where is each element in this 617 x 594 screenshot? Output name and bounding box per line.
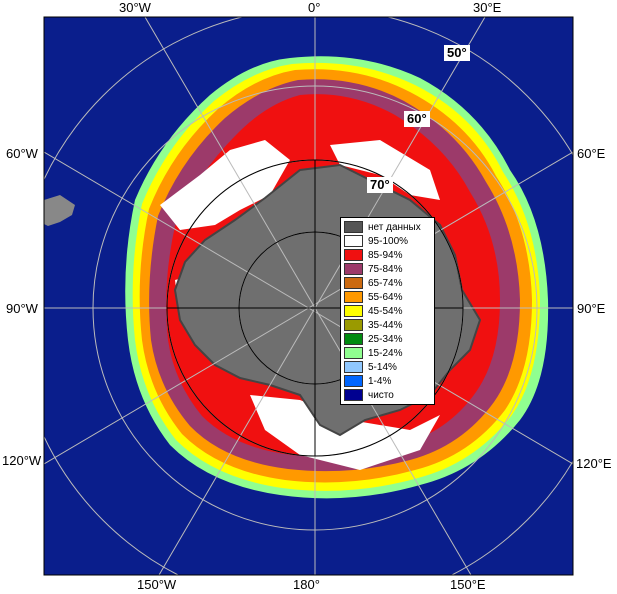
ice-full-patch [160, 140, 290, 230]
lon-label: 150°E [450, 577, 486, 592]
legend-item: 65-74% [344, 276, 402, 290]
lon-label: 150°W [137, 577, 177, 592]
legend-item: 95-100% [344, 234, 408, 248]
lon-label: 120°E [576, 456, 612, 471]
legend: нет данных 95-100% 85-94% 75-84% 65-74% 55-64… [340, 217, 435, 405]
lon-label: 60°W [6, 146, 38, 161]
legend-item: чисто [344, 388, 394, 402]
ice-full-patch [330, 140, 440, 200]
lon-label: 90°E [577, 301, 606, 316]
lon-label: 120°W [2, 453, 42, 468]
legend-swatch [344, 277, 363, 289]
south-america-land [44, 195, 75, 226]
legend-item: 25-34% [344, 332, 402, 346]
legend-swatch [344, 389, 363, 401]
legend-swatch [344, 249, 363, 261]
legend-label: нет данных [368, 221, 421, 233]
legend-item: 55-64% [344, 290, 402, 304]
legend-item: 1-4% [344, 374, 391, 388]
lon-label: 0° [308, 0, 321, 15]
lon-label: 180° [293, 577, 320, 592]
legend-swatch [344, 361, 363, 373]
legend-label: 85-94% [368, 249, 403, 261]
legend-label: 45-54% [368, 305, 403, 317]
legend-swatch [344, 221, 363, 233]
legend-swatch [344, 263, 363, 275]
legend-swatch [344, 319, 363, 331]
legend-label: 1-4% [368, 375, 392, 387]
legend-swatch [344, 347, 363, 359]
legend-label: 25-34% [368, 333, 403, 345]
legend-swatch [344, 235, 363, 247]
legend-label: 5-14% [368, 361, 397, 373]
legend-swatch [344, 333, 363, 345]
legend-label: 65-74% [368, 277, 403, 289]
legend-label: 15-24% [368, 347, 403, 359]
legend-label: 35-44% [368, 319, 403, 331]
legend-item: 35-44% [344, 318, 402, 332]
legend-label: чисто [368, 389, 394, 401]
lon-label: 90°W [6, 301, 38, 316]
legend-swatch [344, 375, 363, 387]
lat-label: 70° [367, 177, 393, 193]
lat-label: 60° [404, 111, 430, 127]
legend-item: 75-84% [344, 262, 402, 276]
legend-item: 5-14% [344, 360, 397, 374]
legend-label: 95-100% [368, 235, 409, 247]
lon-label: 30°W [119, 0, 151, 15]
lon-label: 30°E [473, 0, 502, 15]
map-frame [43, 16, 574, 576]
lat-label: 50° [444, 45, 470, 61]
legend-item: нет данных [344, 220, 421, 234]
legend-label: 55-64% [368, 291, 403, 303]
legend-swatch [344, 291, 363, 303]
legend-item: 85-94% [344, 248, 402, 262]
legend-item: 15-24% [344, 346, 402, 360]
legend-swatch [344, 305, 363, 317]
legend-label: 75-84% [368, 263, 403, 275]
legend-item: 45-54% [344, 304, 402, 318]
lon-label: 60°E [577, 146, 606, 161]
